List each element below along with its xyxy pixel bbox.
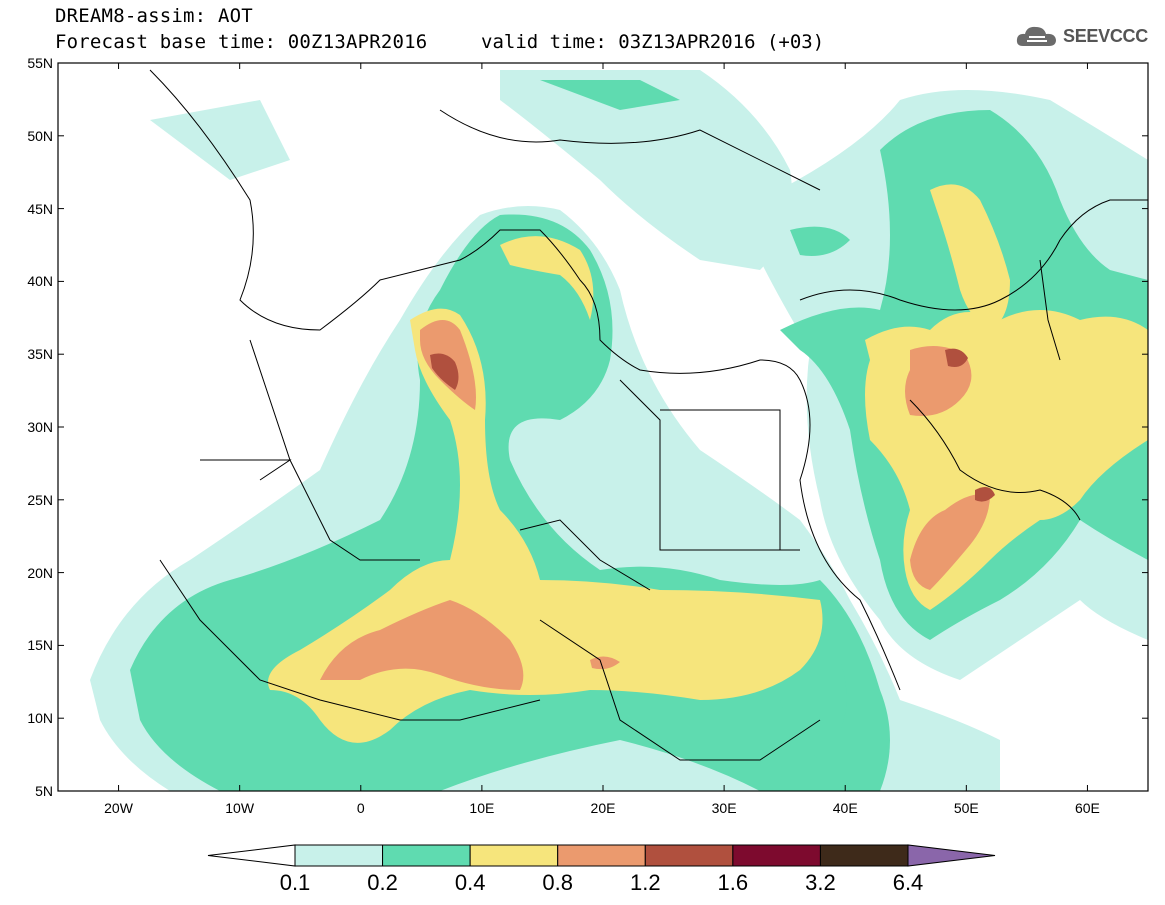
chart-title: DREAM8-assim: AOT [55, 5, 253, 27]
colorbar-below-arrow [207, 844, 296, 867]
lon-label: 10W [225, 800, 255, 816]
colorbar-label: 1.6 [717, 870, 749, 895]
colorbar-label: 0.8 [542, 870, 573, 895]
colorbar-label: 0.4 [454, 870, 486, 895]
lon-label: 40E [832, 800, 858, 816]
colorbar-label: 0.2 [367, 870, 398, 895]
lat-label: 40N [27, 273, 53, 290]
lon-label: 60E [1074, 800, 1100, 816]
lat-label: 50N [27, 127, 53, 144]
lon-label: 30E [711, 800, 737, 816]
colorbar-label: 6.4 [892, 870, 924, 895]
axis-ticks [58, 62, 1148, 792]
colorbar [207, 844, 996, 867]
colorbar-bin [819, 844, 909, 867]
colorbar-bin [382, 844, 471, 867]
lat-label: 35N [27, 346, 53, 363]
colorbar-bin [294, 844, 384, 867]
lat-label: 55N [27, 55, 53, 71]
colorbar-above-arrow [907, 844, 996, 867]
lat-label: 30N [27, 419, 53, 435]
coastlines-and-borders [149, 69, 1148, 761]
contour-1.2 [430, 348, 995, 502]
lat-label: 20N [27, 564, 53, 581]
lat-label: 10N [27, 710, 53, 727]
lat-label: 45N [27, 200, 53, 217]
lat-label: 25N [27, 491, 53, 508]
seevccc-logo: SEEVCCC [1015, 22, 1148, 50]
lon-label: 10E [469, 800, 495, 816]
colorbar-label: 3.2 [805, 870, 836, 895]
lon-label: 20E [590, 800, 616, 816]
colorbar-bin [469, 844, 559, 867]
lat-label: 15N [27, 637, 53, 654]
lon-label: 20W [104, 800, 133, 816]
lon-label: 50E [953, 800, 979, 816]
lon-label: 0 [356, 800, 365, 816]
lat-label: 5N [35, 783, 53, 799]
colorbar-label: 0.1 [279, 870, 311, 895]
aot-contours [58, 63, 1148, 791]
forecast-base-time: Forecast base time: 00Z13APR2016 [55, 31, 428, 53]
colorbar-bin [732, 844, 821, 867]
cloud-logo-icon [1016, 26, 1056, 46]
colorbar-bin [644, 844, 734, 867]
valid-time: valid time: 03Z13APR2016 (+03) [481, 31, 825, 53]
colorbar-bin [557, 844, 646, 867]
logo-text: SEEVCCC [1063, 25, 1148, 46]
colorbar-label: 1.2 [629, 870, 661, 895]
